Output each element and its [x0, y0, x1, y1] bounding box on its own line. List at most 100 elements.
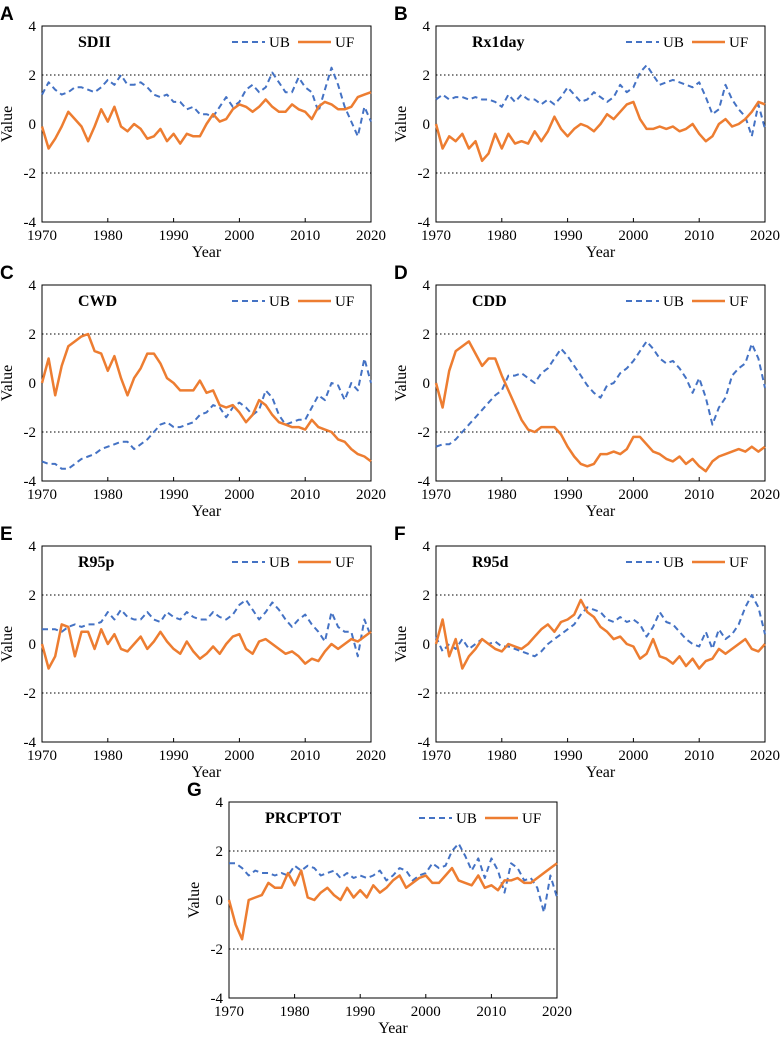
panel-f-xtick-label: 2000 — [618, 748, 648, 764]
panel-b-xtick-label: 1990 — [553, 228, 583, 244]
panel-d-ytick-label: -4 — [418, 474, 431, 490]
panel-d-letter: D — [394, 263, 408, 284]
panel-g-ytick-label: -4 — [211, 991, 224, 1007]
panel-a-letter: A — [0, 4, 14, 25]
panel-c-ytick-label: 2 — [29, 327, 37, 343]
panel-f-ytick-label: 4 — [423, 539, 431, 555]
panel-c-letter: C — [0, 263, 14, 284]
panel-c-ytick-label: 0 — [29, 376, 37, 392]
panel-e-xlabel: Year — [192, 764, 222, 781]
panel-a-xtick-label: 1980 — [93, 228, 123, 244]
panel-d-xtick-label: 2000 — [618, 487, 648, 503]
panel-a-xtick-label: 2010 — [290, 228, 320, 244]
panel-d-series-uf-line — [434, 340, 766, 473]
panel-g-ytick-label: 2 — [216, 844, 224, 860]
panel-f-series-ub-line — [435, 594, 766, 658]
panel-b-letter: B — [394, 4, 408, 25]
panel-c-ytick-label: -4 — [24, 474, 37, 490]
panel-f-xlabel: Year — [586, 764, 616, 781]
panel-f-ylabel: Value — [393, 626, 410, 662]
panel-g-ytick-label: -2 — [211, 942, 224, 958]
panel-a-xlabel: Year — [192, 244, 222, 261]
panel-e-ylabel: Value — [0, 626, 16, 662]
panel-g-frame — [228, 801, 558, 999]
panel-d-xtick-label: 2010 — [684, 487, 714, 503]
panel-a-xtick-label: 1970 — [27, 228, 57, 244]
panel-g-letter: G — [187, 780, 202, 801]
panel-d-ylabel: Value — [393, 365, 410, 401]
panel-b-xtick-label: 2010 — [684, 228, 714, 244]
panel-g-title: PRCPTOT — [265, 810, 341, 827]
panel-e-xtick-label: 1970 — [27, 748, 57, 764]
panel-c-title: CWD — [78, 293, 117, 310]
panel-f-ytick-label: 0 — [423, 637, 431, 653]
panel-d-legend-uf-label: UF — [729, 294, 748, 310]
panel-f-xtick-label: 1970 — [421, 748, 451, 764]
panel-e-xtick-label: 2020 — [356, 748, 386, 764]
panel-c-legend-uf-label: UF — [335, 294, 354, 310]
panel-d-frame — [435, 284, 766, 482]
panel-a-ytick-label: -4 — [24, 215, 37, 231]
panel-f-legend-uf-label: UF — [729, 555, 748, 571]
panel-d-ytick-label: 4 — [423, 278, 431, 294]
panel-c-xtick-label: 2010 — [290, 487, 320, 503]
panel-d-xtick-label: 1990 — [553, 487, 583, 503]
panel-a-xtick-label: 2020 — [356, 228, 386, 244]
panel-a-ytick-label: 0 — [29, 117, 37, 133]
panel-e-xtick-label: 1980 — [93, 748, 123, 764]
panel-b-legend-uf-label: UF — [729, 35, 748, 51]
panel-c-frame — [41, 284, 372, 482]
panel-e-xtick-label: 2000 — [224, 748, 254, 764]
panel-g-ytick-label: 0 — [216, 893, 224, 909]
panel-f-letter: F — [394, 524, 406, 545]
panel-f-ytick-label: 2 — [423, 588, 431, 604]
panel-g-xtick-label: 2010 — [476, 1004, 506, 1020]
panel-a-xtick-label: 2000 — [224, 228, 254, 244]
panel-b-xlabel: Year — [586, 244, 616, 261]
panel-e-frame — [41, 545, 372, 743]
panel-e-series-ub-line — [42, 598, 372, 658]
panel-g-legend-ub-label: UB — [456, 811, 477, 827]
panel-d-xtick-label: 1970 — [421, 487, 451, 503]
panel-g-xtick-label: 2000 — [411, 1004, 441, 1020]
panel-a-frame — [41, 25, 372, 223]
panel-b-ytick-label: 2 — [423, 68, 431, 84]
panel-g-legend-uf-label: UF — [522, 811, 541, 827]
panel-b-title: Rx1day — [472, 34, 524, 51]
panel-g-ylabel: Value — [186, 882, 203, 918]
panel-d-xtick-label: 2020 — [750, 487, 780, 503]
panel-c-xlabel: Year — [192, 503, 222, 520]
panel-b-xtick-label: 1980 — [487, 228, 517, 244]
panel-g-series-ub-line — [229, 842, 558, 914]
panel-f-xtick-label: 2020 — [750, 748, 780, 764]
panel-d-title: CDD — [472, 293, 507, 310]
panel-b-xtick-label: 2020 — [750, 228, 780, 244]
panel-c-series-ub-line — [41, 357, 372, 470]
panel-a-ylabel: Value — [0, 106, 16, 142]
panel-f-ytick-label: -4 — [418, 735, 431, 751]
panel-d-xtick-label: 1980 — [487, 487, 517, 503]
panel-f-title: R95d — [472, 554, 509, 571]
panel-c-ylabel: Value — [0, 365, 16, 401]
panel-e-title: R95p — [78, 554, 115, 571]
panel-b-ytick-label: -2 — [418, 166, 431, 182]
panel-c-legend-ub-label: UB — [269, 294, 290, 310]
panel-b-xtick-label: 1970 — [421, 228, 451, 244]
panel-b-legend-ub-label: UB — [663, 35, 684, 51]
panel-b-ytick-label: 0 — [423, 117, 431, 133]
panel-b-series-uf-line — [434, 100, 766, 163]
panel-c-xtick-label: 2020 — [356, 487, 386, 503]
panel-b-ytick-label: -4 — [418, 215, 431, 231]
panel-b-ytick-label: 4 — [423, 19, 431, 35]
panel-c-xtick-label: 1990 — [159, 487, 189, 503]
panel-g-xtick-label: 1970 — [214, 1004, 244, 1020]
panel-c-xtick-label: 2000 — [224, 487, 254, 503]
panel-a-ytick-label: 4 — [29, 19, 37, 35]
panel-e-ytick-label: 2 — [29, 588, 37, 604]
panel-f-xtick-label: 2010 — [684, 748, 714, 764]
